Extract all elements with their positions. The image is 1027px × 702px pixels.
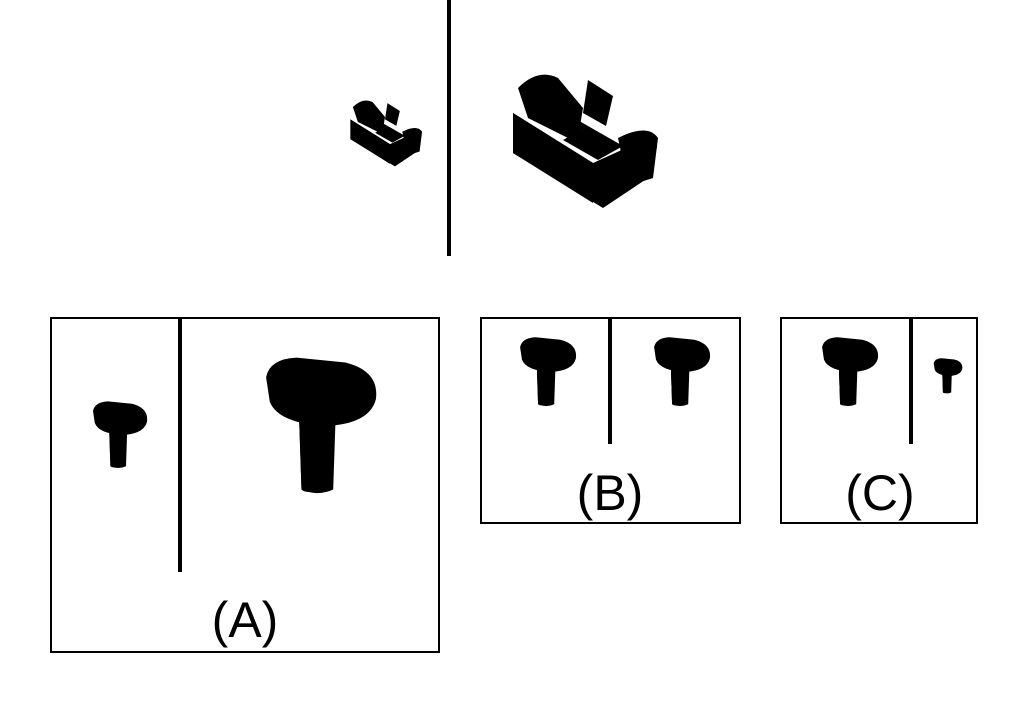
example-right-sofa-icon [498, 68, 668, 213]
option-a-divider [178, 319, 182, 572]
option-a-label: (A) [211, 592, 279, 648]
option-a-right-sink-icon [260, 352, 382, 500]
option-b-divider [608, 319, 612, 444]
option-b-left-sink-icon [517, 334, 579, 410]
option-c-label: (C) [845, 465, 915, 521]
option-b-label: (B) [576, 465, 644, 521]
option-b-right-sink-icon [651, 334, 713, 410]
example-left-sofa-icon [343, 95, 427, 171]
option-c-right-sink-icon [932, 357, 964, 395]
option-a-box[interactable] [50, 317, 440, 653]
example-divider [447, 0, 451, 256]
option-c-divider [909, 319, 913, 444]
option-c-left-sink-icon [819, 334, 881, 410]
option-a-left-sink-icon [90, 398, 150, 472]
option-c-box[interactable] [780, 317, 978, 524]
